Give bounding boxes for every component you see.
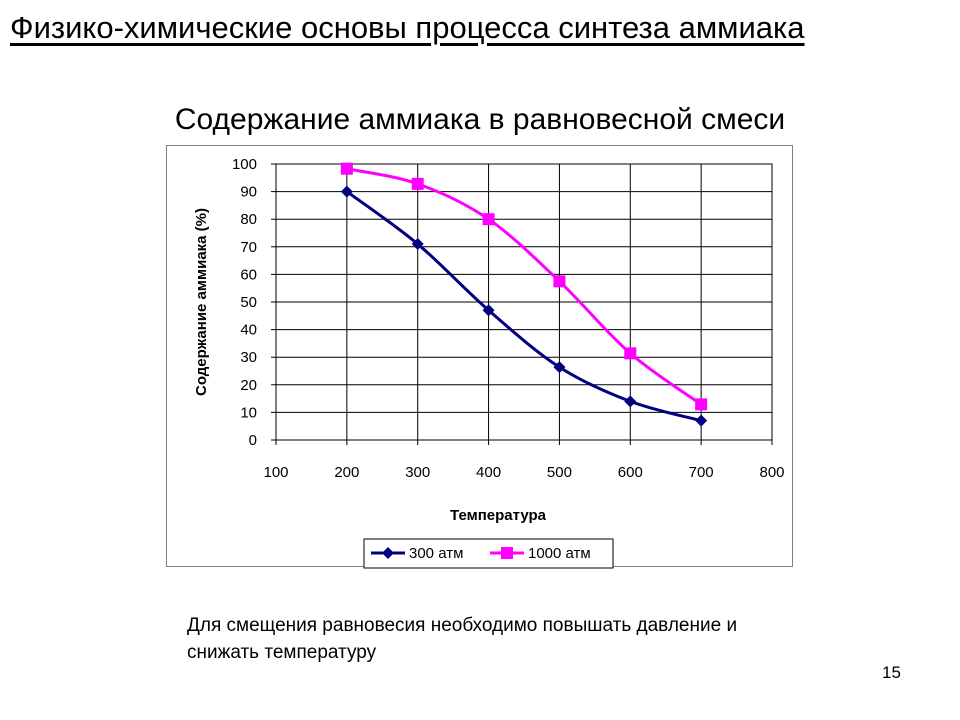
series-line-2 bbox=[346, 167, 703, 406]
x-tick-label: 400 bbox=[476, 464, 501, 481]
page-number: 15 bbox=[882, 663, 901, 682]
y-tick-label: 40 bbox=[240, 322, 257, 339]
y-tick-label: 10 bbox=[240, 404, 257, 421]
axes: 0 10 20 30 40 50 60 70 80 90 100 100 200 300 400 500 600… bbox=[232, 156, 785, 481]
x-tick-label: 500 bbox=[547, 464, 572, 481]
data-point-series-1 bbox=[411, 238, 424, 251]
x-tick-label: 800 bbox=[759, 464, 784, 481]
y-axis-label: Содержание аммиака (%) bbox=[193, 208, 210, 396]
legend-box bbox=[363, 538, 614, 569]
y-tick-label: 0 bbox=[249, 432, 257, 449]
y-tick-label: 20 bbox=[240, 377, 257, 394]
data-point-series-1 bbox=[482, 304, 495, 317]
slide-title: Физико-химические основы процесса синтез… bbox=[10, 10, 805, 45]
y-tick-label: 90 bbox=[240, 184, 257, 201]
y-tick-label: 80 bbox=[240, 211, 257, 228]
x-tick-label: 600 bbox=[618, 464, 643, 481]
data-point-series-1 bbox=[340, 185, 353, 198]
data-point-series-1 bbox=[695, 414, 708, 427]
legend-label-2: 1000 атм bbox=[528, 545, 591, 562]
chart-area bbox=[166, 145, 793, 567]
caption: Для смещения равновесия необходимо повыш… bbox=[187, 615, 738, 663]
data-point-series-1 bbox=[624, 395, 637, 408]
series-group bbox=[340, 162, 708, 427]
series-line-1 bbox=[345, 190, 702, 423]
y-tick-label: 70 bbox=[240, 239, 257, 256]
legend-marker-2 bbox=[501, 547, 513, 559]
x-tick-label: 700 bbox=[689, 464, 714, 481]
x-axis-label: Температура bbox=[450, 507, 547, 524]
y-tick-label: 100 bbox=[232, 156, 257, 173]
data-point-series-2 bbox=[553, 275, 566, 288]
chart-title: Содержание аммиака в равновесной смеси bbox=[174, 103, 786, 136]
x-tick-label: 100 bbox=[263, 464, 288, 481]
data-point-series-2 bbox=[482, 213, 495, 226]
legend: 300 атм 1000 атм bbox=[363, 538, 614, 569]
y-tick-label: 30 bbox=[240, 349, 257, 366]
y-tick-label: 60 bbox=[240, 266, 257, 283]
y-tick-label: 50 bbox=[240, 294, 257, 311]
data-point-series-2 bbox=[411, 177, 424, 190]
data-point-series-2 bbox=[624, 347, 637, 360]
x-tick-label: 300 bbox=[405, 464, 430, 481]
plot-frame bbox=[275, 163, 773, 441]
legend-marker-1 bbox=[382, 547, 394, 559]
data-point-series-2 bbox=[340, 162, 353, 175]
data-point-series-2 bbox=[695, 398, 708, 411]
x-tick-label: 200 bbox=[334, 464, 359, 481]
legend-label-1: 300 атм bbox=[409, 545, 463, 562]
data-point-series-1 bbox=[553, 361, 566, 374]
